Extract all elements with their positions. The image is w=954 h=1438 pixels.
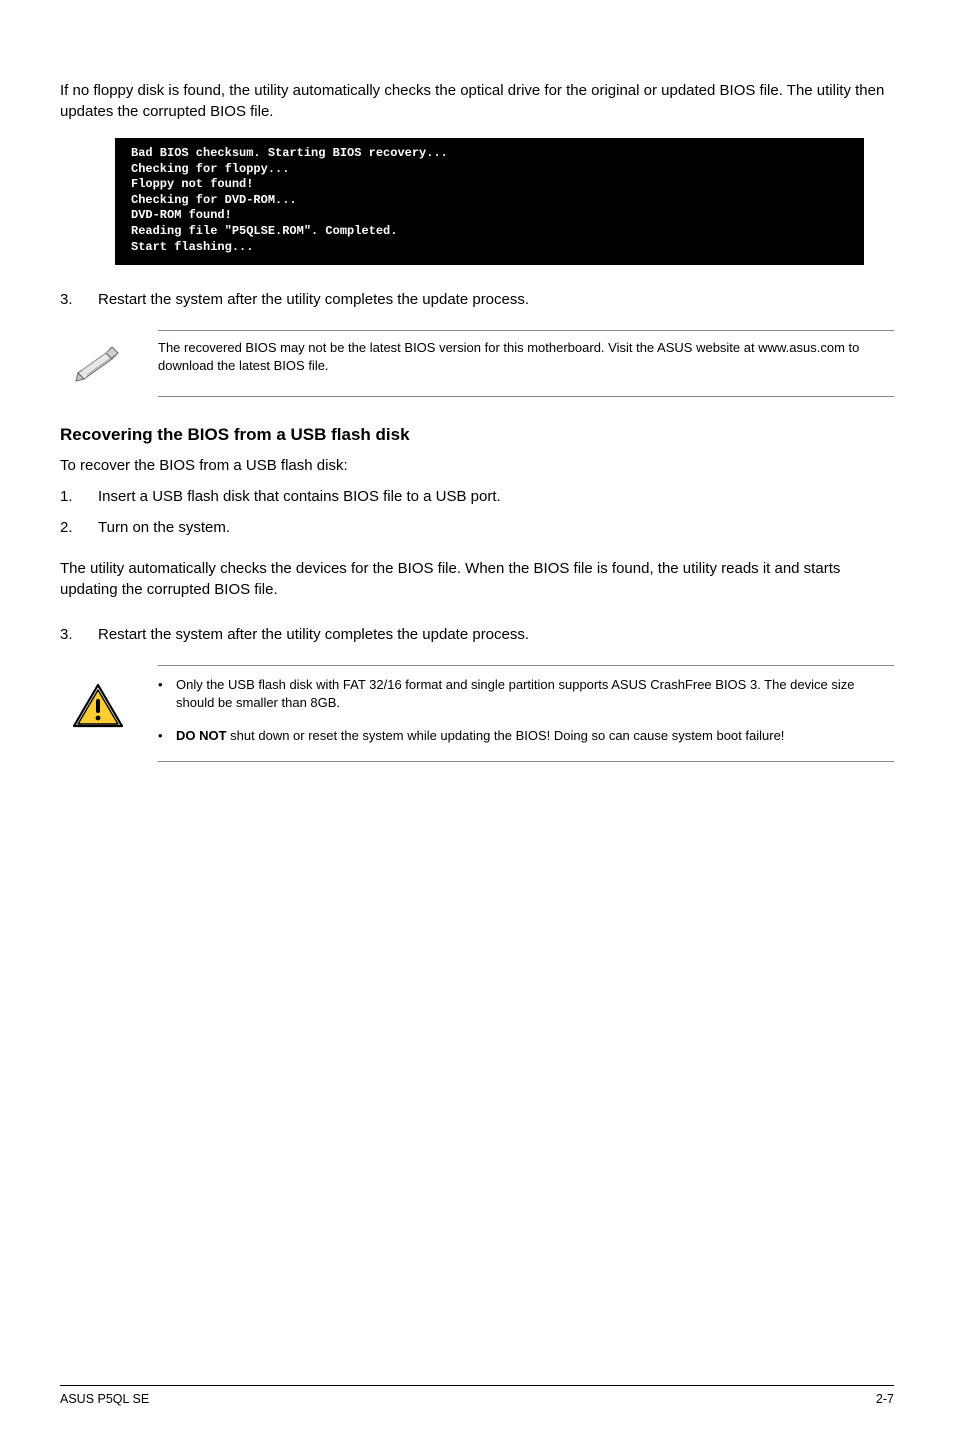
warning-bullet: • DO NOT shut down or reset the system w… — [158, 727, 894, 745]
warning-text: DO NOT shut down or reset the system whi… — [176, 727, 784, 745]
list-item: 3. Restart the system after the utility … — [60, 289, 894, 310]
step-text: Turn on the system. — [98, 517, 230, 538]
step-number: 2. — [60, 517, 98, 538]
note-block: The recovered BIOS may not be the latest… — [70, 330, 894, 397]
step-number: 3. — [60, 624, 98, 645]
terminal-output: Bad BIOS checksum. Starting BIOS recover… — [115, 138, 864, 265]
page-footer: ASUS P5QL SE 2-7 — [60, 1385, 894, 1406]
step-number: 3. — [60, 289, 98, 310]
warning-text: Only the USB flash disk with FAT 32/16 f… — [176, 676, 894, 712]
step-text: Insert a USB flash disk that contains BI… — [98, 486, 501, 507]
section-heading: Recovering the BIOS from a USB flash dis… — [60, 425, 894, 445]
warning-block: • Only the USB flash disk with FAT 32/16… — [70, 665, 894, 762]
list-item: 1. Insert a USB flash disk that contains… — [60, 486, 894, 507]
paragraph: The utility automatically checks the dev… — [60, 558, 894, 600]
list-item: 3. Restart the system after the utility … — [60, 624, 894, 645]
step-text: Restart the system after the utility com… — [98, 624, 529, 645]
warning-bullet: • Only the USB flash disk with FAT 32/16… — [158, 676, 894, 712]
footer-right: 2-7 — [876, 1392, 894, 1406]
bullet-dot: • — [158, 727, 176, 745]
footer-left: ASUS P5QL SE — [60, 1392, 149, 1406]
step-number: 1. — [60, 486, 98, 507]
intro-paragraph: If no floppy disk is found, the utility … — [60, 80, 894, 122]
pencil-note-icon — [70, 339, 158, 388]
bullet-dot: • — [158, 676, 176, 712]
step-text: Restart the system after the utility com… — [98, 289, 529, 310]
warning-triangle-icon — [70, 676, 158, 735]
note-text: The recovered BIOS may not be the latest… — [158, 339, 894, 375]
list-item: 2. Turn on the system. — [60, 517, 894, 538]
sub-intro: To recover the BIOS from a USB flash dis… — [60, 455, 894, 476]
